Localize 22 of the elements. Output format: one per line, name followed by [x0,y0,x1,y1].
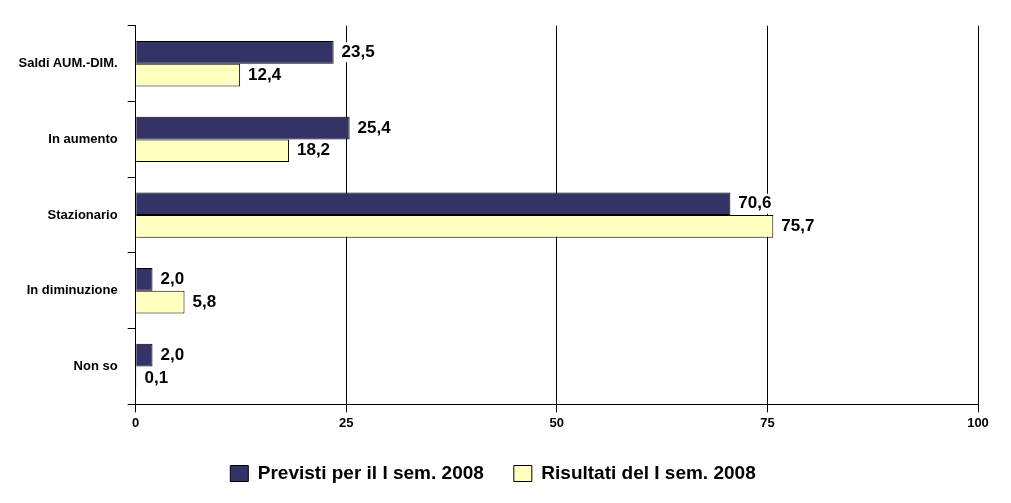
data-label: 75,7 [781,216,815,236]
data-label: 23,5 [341,41,375,61]
x-tick-label: 100 [967,414,989,430]
x-tick-label: 25 [339,414,354,430]
legend-label: Previsti per il I sem. 2008 [257,461,484,483]
data-label: 18,2 [296,140,331,160]
data-label: 5,8 [192,291,217,311]
y-tick-label: Saldi AUM.-DIM. [18,55,118,71]
y-tick-label: In diminuzione [26,282,118,298]
data-label: 12,4 [248,64,282,84]
y-tick-label: In aumento [48,130,118,146]
data-label: 70,6 [738,193,772,213]
x-tick-label: 50 [549,414,565,430]
data-label: 2,0 [160,344,185,364]
legend-label: Risultati del I sem. 2008 [541,461,756,483]
data-label: 0,1 [144,367,169,387]
y-tick-label: Stazionario [47,206,118,222]
x-tick-label: 0 [132,414,140,430]
data-label: 25,4 [357,117,392,137]
x-tick-label: 75 [760,414,775,430]
y-tick-label: Non so [73,358,118,374]
data-label: 2,0 [160,269,185,289]
